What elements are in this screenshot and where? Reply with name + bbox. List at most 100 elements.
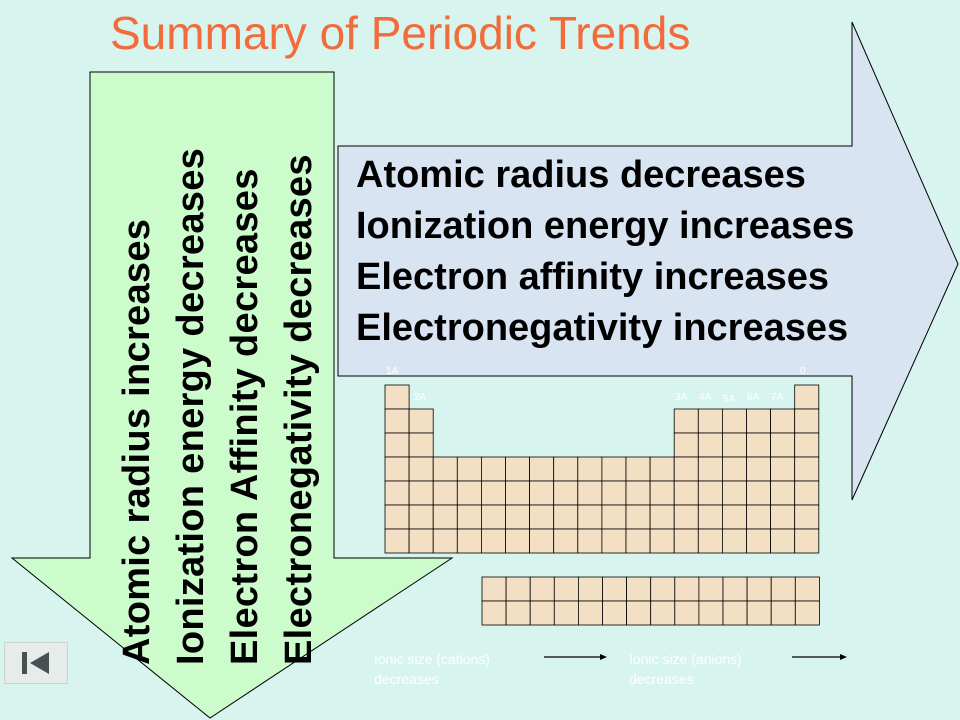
element-cell [649,456,675,482]
element-cell [794,480,820,506]
element-cell [384,408,410,434]
element-cell [722,528,747,554]
element-cell [529,456,555,482]
f-block-cell [553,600,579,626]
element-cell [770,456,796,482]
element-cell [697,432,723,458]
right-line-ionization-energy: Ionization energy increases [356,205,855,247]
element-cell [384,528,410,554]
element-cell [697,456,723,482]
f-block-cell [746,576,772,602]
element-cell [673,480,699,506]
element-cell [697,408,723,434]
anions-arrow-head [840,654,847,660]
group-label-2a: 2A [414,392,427,403]
element-cell [408,432,434,458]
f-block-cell [650,576,676,602]
periodic-table-grid [384,384,820,554]
ionic-size-anions: Ionic size (anions) decreases [629,649,742,689]
f-block-cell [626,600,652,626]
element-cell [794,528,820,554]
ionic-cations-line2: decreases [374,671,439,687]
f-block-cell [553,576,579,602]
element-cell [577,456,603,482]
element-cell [697,528,723,554]
f-block-cell [602,600,628,626]
f-block-cell [578,576,603,602]
element-cell [384,432,410,458]
group-label-6a: 6A [747,392,760,403]
right-line-electron-affinity: Electron affinity increases [356,256,830,298]
element-cell [673,504,699,530]
element-cell [408,504,434,530]
element-cell [553,504,579,530]
element-cell [456,480,482,506]
ionic-arrows [544,654,847,660]
f-block-cell [698,600,724,626]
f-block-cell [650,600,676,626]
down-line-electronegativity: Electronegativity decreases [278,154,320,665]
element-cell [697,480,723,506]
element-cell [505,456,531,482]
element-cell [770,480,796,506]
f-block-cell [529,576,555,602]
element-cell [794,384,820,410]
first-slide-button[interactable] [4,642,68,684]
element-cell [480,480,506,506]
f-block-cell [674,576,700,602]
element-cell [408,456,434,482]
group-label-0: 0 [800,366,806,377]
f-block-cell [626,576,652,602]
element-cell [432,456,458,482]
element-cell [480,456,506,482]
element-cell [480,504,506,530]
element-cell [770,432,796,458]
down-arrow-text: Atomic radius increases Ionization energ… [110,65,326,665]
element-cell [529,480,555,506]
element-cell [601,456,627,482]
f-block-cell [746,600,772,626]
down-line-electron-affinity: Electron Affinity decreases [224,168,266,665]
element-cell [625,504,651,530]
element-cell [601,528,627,554]
first-slide-icon [22,652,49,674]
ionic-cations-line1: Ionic size (cations) [374,651,490,667]
group-label-4a: 4A [699,392,712,403]
group-label-7a: 7A [771,392,784,403]
element-cell [601,504,627,530]
f-block-cell [722,576,748,602]
element-cell [553,480,579,506]
element-cell [746,432,772,458]
f-block-cell [578,600,603,626]
element-cell [577,480,603,506]
element-cell [722,504,747,530]
element-cell [794,504,820,530]
element-cell [625,528,651,554]
element-cell [673,528,699,554]
element-cell [529,528,555,554]
right-arrow-shape [337,21,959,501]
ionic-anions-line1: Ionic size (anions) [629,651,742,667]
f-block-cell [481,576,507,602]
element-cell [505,504,531,530]
f-block-cell [794,576,820,602]
element-cell [649,504,675,530]
element-cell [384,480,410,506]
element-cell [673,408,699,434]
element-cell [794,456,820,482]
group-label-1a: 1A [386,366,399,377]
element-cell [770,504,796,530]
element-cell [625,456,651,482]
f-block-cell [505,576,531,602]
element-cell [770,528,796,554]
right-line-electronegativity: Electronegativity increases [356,307,849,349]
element-cell [553,456,579,482]
group-label-3a: 3A [675,392,688,403]
element-cell [649,480,675,506]
f-block-cell [529,600,555,626]
element-cell [746,504,772,530]
element-cell [480,528,506,554]
group-label-5a: 5A [723,394,736,405]
element-cell [577,504,603,530]
element-cell [432,504,458,530]
